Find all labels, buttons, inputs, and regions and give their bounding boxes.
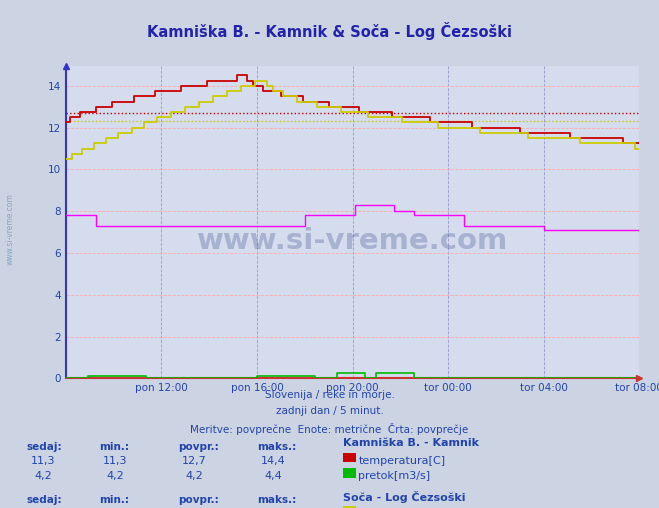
Text: pretok[m3/s]: pretok[m3/s] (358, 471, 430, 482)
Text: Kamniška B. - Kamnik: Kamniška B. - Kamnik (343, 438, 478, 448)
Text: Soča - Log Čezsoški: Soča - Log Čezsoški (343, 491, 465, 503)
Text: 4,4: 4,4 (265, 471, 282, 482)
Text: zadnji dan / 5 minut.: zadnji dan / 5 minut. (275, 406, 384, 417)
Text: www.si-vreme.com: www.si-vreme.com (5, 193, 14, 265)
Text: 12,7: 12,7 (182, 456, 207, 466)
Text: temperatura[C]: temperatura[C] (358, 456, 445, 466)
Text: www.si-vreme.com: www.si-vreme.com (197, 227, 508, 255)
Text: 11,3: 11,3 (30, 456, 55, 466)
Text: Slovenija / reke in morje.: Slovenija / reke in morje. (264, 390, 395, 400)
Text: min.:: min.: (99, 495, 129, 505)
Text: Meritve: povprečne  Enote: metrične  Črta: povprečje: Meritve: povprečne Enote: metrične Črta:… (190, 423, 469, 435)
Text: maks.:: maks.: (257, 495, 297, 505)
Text: povpr.:: povpr.: (178, 495, 219, 505)
Text: sedaj:: sedaj: (26, 495, 62, 505)
Text: 11,3: 11,3 (103, 456, 128, 466)
Text: 4,2: 4,2 (107, 471, 124, 482)
Text: sedaj:: sedaj: (26, 442, 62, 452)
Text: maks.:: maks.: (257, 442, 297, 452)
Text: 4,2: 4,2 (186, 471, 203, 482)
Text: 4,2: 4,2 (34, 471, 51, 482)
Text: povpr.:: povpr.: (178, 442, 219, 452)
Text: min.:: min.: (99, 442, 129, 452)
Text: 14,4: 14,4 (261, 456, 286, 466)
Text: Kamniška B. - Kamnik & Soča - Log Čezsoški: Kamniška B. - Kamnik & Soča - Log Čezsoš… (147, 22, 512, 41)
